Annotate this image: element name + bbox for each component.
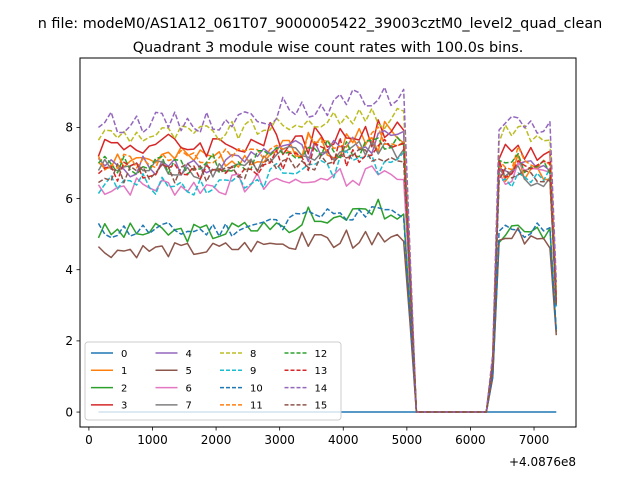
y-tick-label: 0	[65, 405, 73, 419]
legend-label-14: 14	[315, 383, 328, 394]
legend-label-4: 4	[186, 349, 192, 360]
series-line-15	[98, 148, 558, 413]
series-line-13	[97, 137, 558, 413]
x-tick-label: 3000	[264, 433, 295, 447]
plot-area	[97, 86, 558, 413]
y-tick-label: 4	[65, 263, 73, 277]
legend-label-0: 0	[121, 349, 127, 360]
legend-label-2: 2	[121, 383, 127, 394]
legend-label-8: 8	[250, 349, 256, 360]
x-tick-label: 5000	[392, 433, 423, 447]
x-tick-label: 1000	[137, 433, 168, 447]
legend-label-10: 10	[250, 383, 263, 394]
chart-title: Quadrant 3 module wise count rates with …	[133, 40, 524, 56]
legend-box	[84, 341, 342, 421]
x-offset-label: +4.0876e8	[509, 455, 576, 469]
axes-frame	[79, 57, 577, 428]
figure-suptitle: n file: modeM0/AS1A12_061T07_9000005422_…	[38, 16, 603, 32]
y-tick-label: 6	[65, 192, 73, 206]
x-tick-label: 2000	[201, 433, 232, 447]
legend-label-5: 5	[186, 366, 192, 377]
legend-label-11: 11	[250, 401, 263, 412]
legend-label-3: 3	[121, 401, 127, 412]
x-tick-label: 7000	[519, 433, 550, 447]
y-tick-label: 8	[65, 121, 73, 135]
legend-label-1: 1	[121, 366, 127, 377]
x-tick-label: 0	[85, 433, 93, 447]
y-tick-label: 2	[65, 334, 73, 348]
legend-label-9: 9	[250, 366, 256, 377]
legend-label-7: 7	[186, 401, 192, 412]
legend-label-12: 12	[315, 349, 328, 360]
legend-label-6: 6	[186, 383, 192, 394]
axes: 0 1000 2000 3000 4000 5000 6000 7000 0 2 4 6 8	[65, 121, 549, 447]
legend-label-15: 15	[315, 401, 328, 412]
legend-label-13: 13	[315, 366, 328, 377]
series-line-10	[97, 205, 558, 413]
x-tick-label: 6000	[455, 433, 486, 447]
x-tick-label: 4000	[328, 433, 359, 447]
